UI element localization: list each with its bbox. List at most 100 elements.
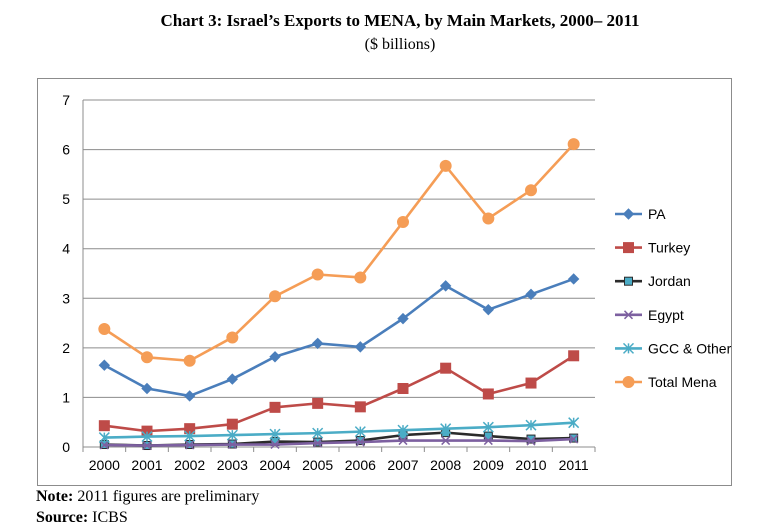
data-point-turkey <box>354 401 366 413</box>
data-point-pa <box>354 341 367 353</box>
data-point-turkey <box>397 383 409 395</box>
y-tick-label: 5 <box>62 191 70 207</box>
legend-label-egypt: Egypt <box>648 307 684 323</box>
y-tick-label: 6 <box>62 142 70 158</box>
data-point-egypt <box>99 440 109 450</box>
data-point-turkey <box>269 401 281 413</box>
data-point-egypt <box>185 440 195 450</box>
data-point-egypt <box>398 436 408 446</box>
y-tick-label: 7 <box>62 92 70 108</box>
data-point-pa <box>397 312 409 325</box>
data-point-gcc-other <box>568 417 580 429</box>
data-point-egypt <box>569 434 579 444</box>
data-point-total-mena <box>269 290 281 303</box>
data-point-total-mena <box>183 354 196 367</box>
data-point-egypt <box>270 439 280 450</box>
data-point-gcc-other <box>226 429 238 441</box>
chart-note: Note: 2011 figures are preliminary <box>36 488 259 506</box>
x-tick-label: 2006 <box>345 457 376 473</box>
y-tick-label: 0 <box>62 439 70 455</box>
chart-subtitle: ($ billions) <box>364 36 436 53</box>
x-tick-label: 2001 <box>131 457 162 473</box>
data-point-gcc-other <box>482 421 494 433</box>
legend-marker-total-mena <box>622 376 635 388</box>
data-point-egypt <box>227 439 237 450</box>
x-tick-label: 2003 <box>217 457 248 473</box>
legend-label-total-mena: Total Mena <box>648 374 717 390</box>
data-point-turkey <box>226 418 238 430</box>
legend-marker-jordan <box>624 276 633 286</box>
x-tick-label: 2011 <box>559 457 589 473</box>
x-tick-label: 2000 <box>89 457 120 473</box>
line-chart: 0 1 2 3 4 5 6 7 2000 2001 2002 2003 2004 2005 2006 2007… <box>62 92 732 473</box>
data-point-turkey <box>312 397 324 409</box>
data-point-pa <box>98 359 111 371</box>
data-point-gcc-other <box>397 424 409 436</box>
data-point-total-mena <box>311 268 324 281</box>
data-point-total-mena <box>397 215 409 228</box>
source-text: ICBS <box>88 509 128 526</box>
series-line-pa <box>103 277 575 398</box>
legend-marker-turkey <box>623 242 634 254</box>
data-point-gcc-other <box>525 419 537 431</box>
y-tick-label: 3 <box>62 290 70 306</box>
data-point-gcc-other <box>269 428 281 440</box>
data-point-total-mena <box>525 184 537 197</box>
data-point-egypt <box>142 440 152 451</box>
data-point-turkey <box>98 420 110 432</box>
chart-source: Source: ICBS <box>36 509 128 527</box>
data-point-total-mena <box>439 159 452 172</box>
legend-marker-gcc-other <box>622 342 635 354</box>
y-tick-label: 1 <box>62 389 70 405</box>
x-tick-label: 2010 <box>515 457 546 473</box>
data-point-gcc-other <box>184 430 196 442</box>
data-point-total-mena <box>482 212 495 225</box>
y-tick-label: 4 <box>62 241 70 257</box>
data-point-gcc-other <box>354 426 366 438</box>
data-point-pa <box>311 337 324 350</box>
legend-marker-egypt <box>623 310 634 320</box>
data-point-jordan <box>483 431 493 441</box>
legend-label-gcc-other: GCC & Other <box>648 340 732 356</box>
data-point-pa <box>482 303 495 316</box>
x-tick-label: 2004 <box>259 457 290 473</box>
data-point-gcc-other <box>312 427 324 439</box>
legend-label-pa: PA <box>648 206 666 222</box>
data-point-egypt <box>355 437 365 447</box>
data-point-pa <box>183 390 196 402</box>
data-point-total-mena <box>354 271 367 284</box>
chart-title: Chart 3: Israel’s Exports to MENA, by Ma… <box>160 11 640 30</box>
x-tick-label: 2007 <box>387 457 418 473</box>
data-point-turkey <box>525 377 537 389</box>
data-point-turkey <box>568 350 580 362</box>
data-point-total-mena <box>226 331 239 344</box>
data-point-pa <box>525 288 537 301</box>
legend-label-turkey: Turkey <box>648 240 690 256</box>
data-point-total-mena <box>98 323 111 336</box>
note-label: Note: <box>36 488 74 505</box>
data-point-pa <box>567 273 580 285</box>
chart-area: 0 1 2 3 4 5 6 7 2000 2001 2002 2003 2004 2005 2006 2007… <box>37 78 732 486</box>
data-point-total-mena <box>141 351 153 364</box>
data-point-total-mena <box>567 138 580 151</box>
source-label: Source: <box>36 509 89 526</box>
series-line-total-mena <box>103 143 575 363</box>
series-line-egypt <box>104 437 574 447</box>
data-point-egypt <box>441 436 451 446</box>
data-point-egypt <box>313 438 323 448</box>
data-point-gcc-other <box>98 432 110 444</box>
data-point-gcc-other <box>440 423 452 435</box>
legend-marker-pa <box>622 208 635 220</box>
data-point-pa <box>269 351 281 363</box>
series-line-turkey <box>104 354 575 433</box>
series-line-gcc-other <box>104 421 574 439</box>
data-point-gcc-other <box>141 431 153 443</box>
legend-label-jordan: Jordan <box>648 273 691 289</box>
data-point-egypt <box>483 436 493 446</box>
data-point-pa <box>226 373 239 385</box>
note-text: 2011 figures are preliminary <box>73 488 260 505</box>
data-point-turkey <box>482 388 494 400</box>
x-tick-label: 2002 <box>174 457 205 473</box>
data-point-pa <box>141 382 153 395</box>
data-point-jordan <box>526 434 536 444</box>
